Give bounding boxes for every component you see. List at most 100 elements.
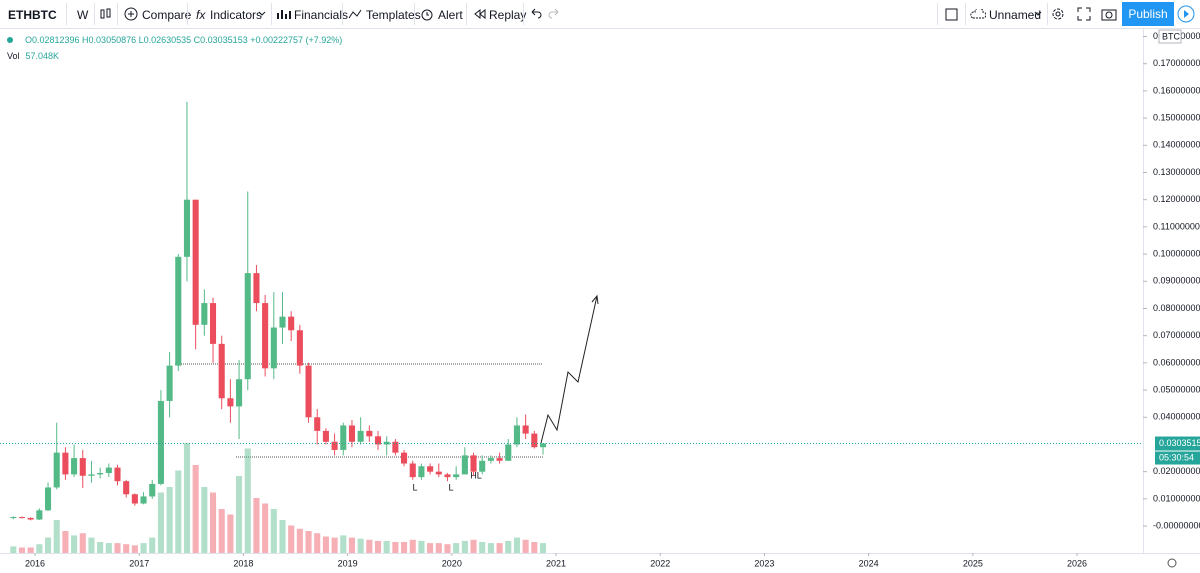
candle-body <box>201 303 208 325</box>
undo-redo[interactable] <box>530 8 560 20</box>
volume-bar <box>175 470 182 553</box>
volume-bar <box>149 537 156 553</box>
volume-bar <box>183 443 191 553</box>
cloud-icon[interactable] <box>970 9 986 19</box>
volume-bar <box>253 498 260 553</box>
volume-bar <box>288 525 295 553</box>
volume-bar <box>236 476 243 553</box>
volume-bar <box>53 520 60 553</box>
candle-body <box>513 425 520 445</box>
candle-body <box>62 452 69 475</box>
volume-bar <box>505 540 512 553</box>
volume-bar <box>470 539 477 553</box>
candle-body <box>496 458 503 461</box>
dropdown-icon[interactable] <box>258 11 266 17</box>
symbol[interactable]: ETHBTC <box>8 8 57 22</box>
volume-bar <box>36 544 43 553</box>
templates-icon[interactable] <box>348 8 362 20</box>
volume-bar <box>157 492 164 553</box>
volume-bar <box>479 542 486 553</box>
candle-body <box>531 433 538 448</box>
volume-bar <box>374 540 382 553</box>
candle-body <box>105 467 112 474</box>
candle-body <box>522 425 529 434</box>
financials-button[interactable]: Financials <box>294 8 349 22</box>
candle-body <box>175 256 182 366</box>
dropdown-icon[interactable] <box>1034 11 1042 17</box>
volume-bar <box>296 528 303 553</box>
volume-bar <box>305 531 312 553</box>
candle-body <box>322 430 329 442</box>
y-tick-label: 0.16000000 <box>1153 85 1200 95</box>
replay-button[interactable]: Replay <box>489 8 527 22</box>
templates-button[interactable]: Templates <box>366 8 421 22</box>
layout-icon[interactable] <box>945 8 958 21</box>
volume-bar <box>409 539 416 553</box>
candle-body <box>435 471 442 475</box>
y-tick-label: 0.17000000 <box>1153 58 1200 68</box>
volume-bar <box>531 542 538 553</box>
compare-icon[interactable] <box>124 7 138 21</box>
candle-body <box>305 365 312 418</box>
x-tick-label: 2023 <box>754 558 774 568</box>
y-tick-label: 0.05000000 <box>1153 384 1200 394</box>
y-tick-label: 0.04000000 <box>1153 412 1200 422</box>
play-icon[interactable] <box>1177 5 1195 23</box>
volume-bar <box>322 536 329 553</box>
compare-button[interactable]: Compare <box>142 8 192 22</box>
volume-label: Vol <box>7 51 20 61</box>
candle-body <box>79 458 86 476</box>
settings-icon[interactable] <box>1167 558 1177 568</box>
candle-body <box>470 455 477 472</box>
volume-bar <box>522 539 529 553</box>
volume-bar <box>314 533 321 553</box>
candle-body <box>340 425 347 450</box>
fullscreen-icon[interactable] <box>1077 7 1091 21</box>
volume-bar <box>114 543 121 553</box>
candle-body <box>218 343 225 399</box>
candle-body <box>253 273 260 304</box>
candle-body <box>236 379 243 407</box>
y-tick-label: 0.11000000 <box>1153 221 1200 231</box>
candle-body <box>18 517 26 519</box>
volume-bar <box>392 542 399 553</box>
price-label-bg <box>1155 436 1200 451</box>
layout-name[interactable]: Unnamed <box>989 8 1042 22</box>
volume-bar <box>244 448 251 553</box>
volume-bar <box>262 503 269 553</box>
candle-body <box>401 452 408 464</box>
alert-button[interactable]: Alert <box>438 8 463 22</box>
settings-icon[interactable] <box>1051 7 1065 21</box>
snapshot-icon[interactable] <box>1101 7 1117 21</box>
candle-body <box>166 365 173 401</box>
volume-bar <box>539 543 547 553</box>
volume-bar <box>383 540 390 553</box>
volume-bar <box>496 543 503 553</box>
financials-icon[interactable] <box>277 8 291 20</box>
y-tick-label: 0.12000000 <box>1153 194 1200 204</box>
publish-button[interactable]: Publish <box>1122 2 1174 26</box>
indicators-button[interactable]: Indicators <box>210 8 263 22</box>
replay-icon[interactable] <box>474 9 486 19</box>
volume-bar <box>435 543 442 553</box>
y-tick-label: 0.01000000 <box>1153 493 1200 503</box>
volume-bar <box>453 543 460 553</box>
candle-body <box>366 430 373 437</box>
x-tick-label: 2020 <box>442 558 462 568</box>
volume-bar <box>105 543 112 553</box>
ohlc-values: O0.02812396 H0.03050876 L0.02630535 C0.0… <box>25 35 343 45</box>
volume-bar <box>201 487 208 553</box>
volume-bar <box>357 538 364 553</box>
annotation: L <box>412 482 417 492</box>
candle-body <box>296 330 303 366</box>
interval[interactable]: W <box>77 8 89 22</box>
candle-body <box>114 467 121 482</box>
alert-icon[interactable] <box>420 7 434 21</box>
indicators-icon[interactable]: fx <box>196 8 206 22</box>
candle-body <box>27 517 34 520</box>
volume-bar <box>44 537 52 553</box>
countdown: 05:30:54 <box>1159 452 1194 462</box>
x-tick-label: 2024 <box>859 558 879 568</box>
chart-type-icon[interactable] <box>100 7 112 21</box>
